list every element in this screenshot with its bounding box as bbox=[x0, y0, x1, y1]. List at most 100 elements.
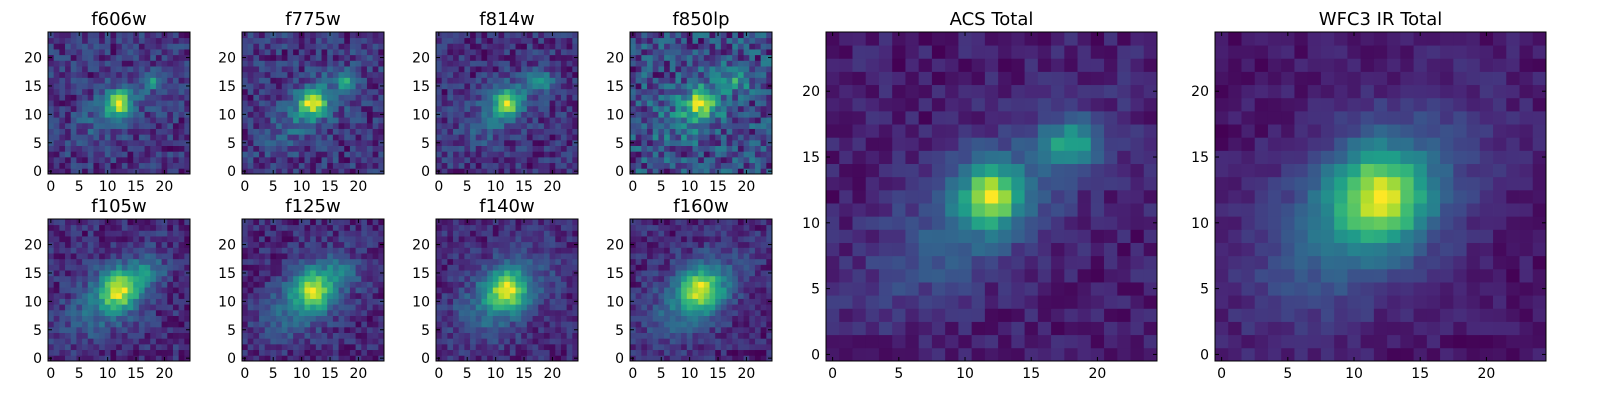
heatmap-cell bbox=[293, 315, 300, 322]
heatmap-cell bbox=[481, 270, 488, 277]
heatmap-cell bbox=[65, 355, 72, 362]
heatmap-cell bbox=[82, 71, 89, 78]
heatmap-cell bbox=[76, 304, 83, 311]
heatmap-cell bbox=[555, 343, 562, 351]
heatmap-cell bbox=[487, 32, 494, 39]
heatmap-cell bbox=[150, 111, 157, 118]
heatmap-cell bbox=[53, 258, 60, 265]
heatmap-cell bbox=[281, 43, 288, 50]
heatmap-cell bbox=[121, 287, 128, 294]
heatmap-cell bbox=[327, 151, 334, 158]
heatmap-cell bbox=[475, 253, 482, 260]
heatmap-cell bbox=[184, 94, 191, 101]
heatmap-cell bbox=[692, 349, 699, 356]
heatmap-cell bbox=[178, 66, 185, 73]
heatmap-cell bbox=[259, 258, 266, 265]
heatmap-cell bbox=[372, 88, 379, 95]
heatmap-cell bbox=[253, 100, 260, 107]
heatmap-cell bbox=[247, 315, 254, 322]
heatmap-cell bbox=[555, 49, 562, 56]
heatmap-cell bbox=[766, 287, 773, 294]
heatmap-cell bbox=[760, 275, 767, 282]
heatmap-cell bbox=[641, 304, 648, 311]
heatmap-cell bbox=[726, 83, 733, 90]
heatmap-cell bbox=[572, 343, 579, 351]
heatmap-cell bbox=[515, 49, 522, 56]
heatmap-cell bbox=[470, 338, 477, 345]
heatmap-cell bbox=[458, 66, 465, 73]
heatmap-cell bbox=[355, 230, 362, 237]
heatmap-cell bbox=[647, 77, 654, 84]
heatmap-cell bbox=[155, 43, 162, 50]
heatmap-cell bbox=[509, 151, 516, 158]
heatmap-cell bbox=[732, 281, 739, 288]
heatmap-cell bbox=[349, 162, 356, 169]
heatmap-cell bbox=[87, 111, 94, 118]
heatmap-cell bbox=[470, 292, 477, 299]
heatmap-cell bbox=[760, 332, 767, 339]
heatmap-cell bbox=[76, 230, 83, 237]
heatmap-cell bbox=[281, 117, 288, 124]
heatmap-cell bbox=[543, 298, 550, 305]
heatmap-cell bbox=[110, 162, 117, 169]
heatmap-cell bbox=[82, 168, 89, 175]
heatmap-cell bbox=[698, 275, 705, 282]
heatmap-cell bbox=[144, 253, 151, 260]
heatmap-cell bbox=[82, 162, 89, 169]
heatmap-cell bbox=[458, 139, 465, 146]
heatmap-cell bbox=[470, 37, 477, 44]
heatmap-cell bbox=[487, 71, 494, 78]
heatmap-cell bbox=[492, 338, 499, 345]
heatmap-cell bbox=[658, 60, 665, 67]
heatmap-cell bbox=[253, 224, 260, 231]
heatmap-cell bbox=[675, 298, 682, 305]
heatmap-cell bbox=[178, 117, 185, 124]
heatmap-cell bbox=[138, 338, 145, 345]
heatmap-cell bbox=[133, 117, 140, 124]
heatmap-cell bbox=[99, 32, 106, 39]
heatmap-cell bbox=[447, 66, 454, 73]
heatmap-cell bbox=[270, 270, 277, 277]
heatmap-cell bbox=[526, 343, 533, 351]
heatmap-cell bbox=[93, 304, 100, 311]
heatmap-cell bbox=[281, 332, 288, 339]
heatmap-cell bbox=[138, 321, 145, 328]
heatmap-cell bbox=[543, 54, 550, 61]
heatmap-cell bbox=[647, 88, 654, 95]
heatmap-cell bbox=[737, 151, 744, 158]
heatmap-cell bbox=[138, 219, 145, 226]
heatmap-cell bbox=[304, 100, 311, 107]
heatmap-cell bbox=[720, 122, 727, 129]
heatmap-cell bbox=[253, 156, 260, 164]
heatmap-cell bbox=[754, 37, 762, 44]
heatmap-cell bbox=[276, 258, 283, 265]
heatmap-cell bbox=[127, 247, 134, 254]
heatmap-cell bbox=[133, 258, 140, 265]
heatmap-cell bbox=[121, 49, 128, 56]
heatmap-cell bbox=[281, 83, 288, 90]
heatmap-cell bbox=[754, 168, 762, 175]
heatmap-cell bbox=[172, 54, 180, 61]
heatmap-cell bbox=[504, 236, 511, 243]
heatmap-cell bbox=[276, 77, 283, 84]
heatmap-cell bbox=[53, 139, 60, 146]
heatmap-cell bbox=[287, 145, 294, 152]
heatmap-cell bbox=[270, 236, 277, 243]
heatmap-cell bbox=[487, 343, 494, 351]
heatmap-cell bbox=[669, 139, 676, 146]
heatmap-cell bbox=[658, 49, 665, 56]
heatmap-cell bbox=[70, 275, 77, 282]
heatmap-cell bbox=[321, 49, 328, 56]
heatmap-cell bbox=[441, 304, 448, 311]
heatmap-cell bbox=[276, 49, 283, 56]
heatmap-cell bbox=[366, 241, 374, 248]
heatmap-cell bbox=[737, 117, 744, 124]
heatmap-cell bbox=[458, 258, 465, 265]
heatmap-cell bbox=[675, 292, 682, 299]
heatmap-cell bbox=[327, 230, 334, 237]
heatmap-cell bbox=[760, 287, 767, 294]
heatmap-cell bbox=[253, 236, 260, 243]
heatmap-cell bbox=[172, 88, 180, 95]
heatmap-cell bbox=[338, 145, 345, 152]
heatmap-cell bbox=[53, 355, 60, 362]
